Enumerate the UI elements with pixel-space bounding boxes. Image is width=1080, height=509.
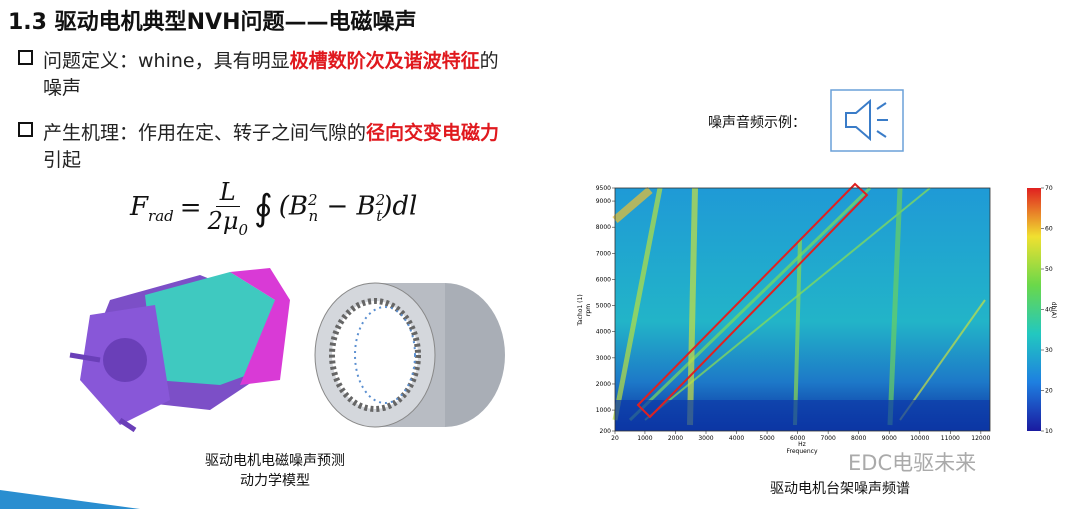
sup: 2 — [375, 191, 386, 210]
colorbar-tick-label: 50 — [1045, 266, 1053, 273]
x-tick-label: 8000 — [851, 435, 866, 442]
x-tick-label: 2000 — [668, 435, 683, 442]
x-tick-label: 3000 — [698, 435, 713, 442]
x-tick-label: 7000 — [821, 435, 836, 442]
y-tick-label: 8000 — [596, 224, 611, 231]
bullet: 问题定义：whine，具有明显极槽数阶次及谐波特征的 噪声 — [18, 48, 499, 102]
f: − B — [326, 192, 376, 223]
y-tick-label: 9500 — [596, 185, 611, 192]
y-tick-label: 4000 — [596, 329, 611, 336]
axis-label: rpm — [585, 304, 592, 316]
decoration — [0, 490, 140, 509]
f-sub: rad — [148, 206, 174, 225]
watermark: EDC电驱未来 — [848, 451, 977, 475]
axis-label: db(A) — [1050, 302, 1057, 318]
bullet-text: 引起 — [43, 149, 82, 171]
sub: t — [376, 207, 383, 226]
sub: n — [308, 207, 319, 226]
x-tick-label: 1000 — [637, 435, 652, 442]
integral: ∮ — [253, 187, 273, 229]
colorbar-tick-label: 20 — [1045, 388, 1053, 395]
axis-label: Hz — [798, 441, 806, 448]
y-tick-label: 5000 — [596, 303, 611, 310]
colorbar-tick-label: 30 — [1045, 347, 1053, 354]
x-tick-label: 20 — [611, 435, 619, 442]
model-images — [69, 268, 505, 433]
f: (B — [278, 192, 308, 223]
colorbar-tick-label: 70 — [1045, 185, 1053, 192]
colorbar-tick-label: 40 — [1045, 307, 1053, 314]
x-tick-label: 9000 — [882, 435, 897, 442]
bullet: 产生机理：作用在定、转子之间气隙的径向交变电磁力 引起 — [18, 120, 499, 174]
spectrogram: Hz Frequency Tacho1 (1) rpm db(A) 20 1000… — [577, 182, 1057, 455]
f: F — [130, 191, 149, 222]
audio-label: 噪声音频示例： — [708, 115, 806, 131]
x-tick-label: 4000 — [729, 435, 744, 442]
y-tick-label: 7000 — [596, 250, 611, 257]
y-tick-label: 3000 — [596, 355, 611, 362]
bullet-text: 的 — [479, 50, 499, 72]
caption: 驱动电机电磁噪声预测 动力学模型 — [175, 450, 375, 490]
num: L — [215, 178, 240, 207]
x-tick-label: 6000 — [790, 435, 805, 442]
x-tick-label: 12000 — [971, 435, 990, 442]
y-tick-label: 2000 — [596, 381, 611, 388]
eq: = — [179, 193, 202, 224]
colorbar-tick-label: 60 — [1045, 226, 1053, 233]
x-tick-label: 11000 — [941, 435, 960, 442]
formula: Frad = L 2μ0 ∮ (B2n − B2t)dl — [130, 178, 417, 239]
y-tick-label: 1000 — [596, 407, 611, 414]
bullet-highlight: 径向交变电磁力 — [366, 122, 500, 144]
caption-line: 驱动电机电磁噪声预测 — [205, 453, 345, 469]
y-tick-label: 200 — [600, 428, 612, 435]
x-tick-label: 10000 — [910, 435, 929, 442]
den-sub: 0 — [238, 220, 248, 239]
bullet-highlight: 极槽数阶次及谐波特征 — [289, 50, 480, 72]
caption: 驱动电机台架噪声频谱 — [770, 481, 910, 497]
colorbar-tick-label: 10 — [1045, 428, 1053, 435]
caption-line: 动力学模型 — [240, 473, 310, 489]
bullet-text: 产生机理：作用在定、转子之间气隙的 — [43, 122, 367, 144]
bullet-text: 噪声 — [43, 77, 82, 99]
y-tick-label: 9000 — [596, 198, 611, 205]
audio-button[interactable] — [830, 89, 904, 152]
f: )dl — [382, 192, 418, 223]
x-tick-label: 5000 — [759, 435, 774, 442]
y-tick-label: 6000 — [596, 276, 611, 283]
den: 2μ — [207, 207, 239, 235]
slide-title: 1.3 驱动电机典型NVH问题——电磁噪声 — [8, 10, 417, 35]
sup: 2 — [308, 191, 318, 210]
axis-label: Tacho1 (1) — [577, 294, 584, 326]
bullet-text: 问题定义：whine，具有明显 — [43, 50, 290, 72]
axis-label: Frequency — [787, 448, 818, 455]
